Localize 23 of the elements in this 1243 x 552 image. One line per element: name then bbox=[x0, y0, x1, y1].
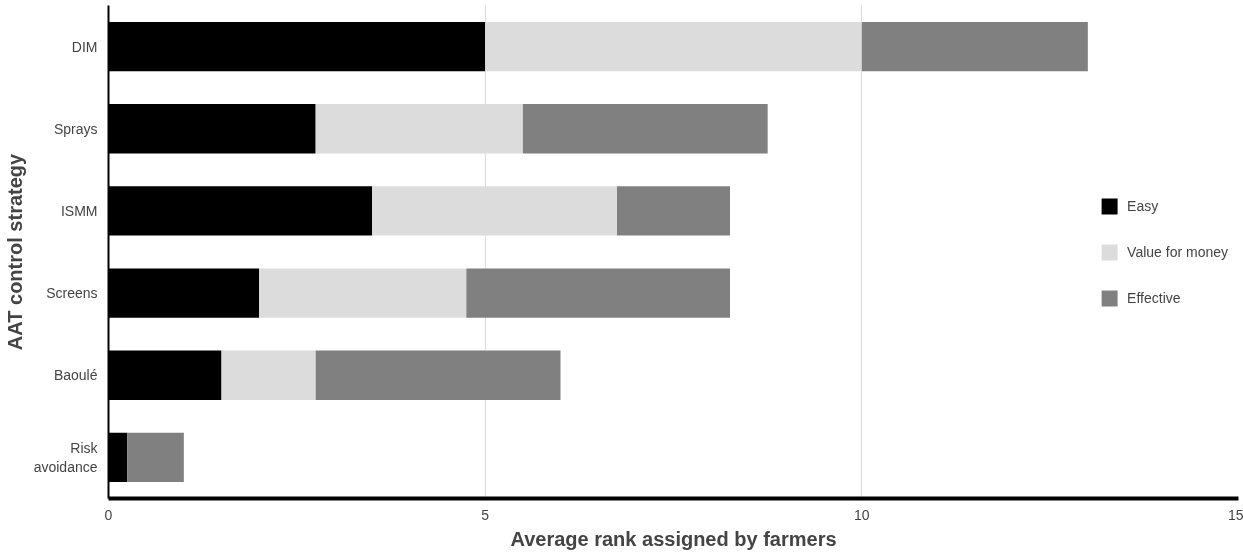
y-tick-label: Risk avoidance bbox=[33, 439, 99, 476]
bar bbox=[221, 350, 316, 400]
y-axis-title: AAT control strategy bbox=[3, 152, 26, 351]
bar bbox=[315, 350, 561, 400]
bar bbox=[127, 432, 184, 483]
legend-label: Effective bbox=[1127, 289, 1181, 306]
y-tick-label: Baoulé bbox=[53, 367, 98, 384]
x-tick-label: 5 bbox=[481, 506, 490, 523]
x-tick-label: 0 bbox=[104, 506, 113, 523]
x-tick-label: 15 bbox=[1227, 506, 1243, 523]
bar bbox=[259, 268, 467, 318]
bar bbox=[861, 21, 1088, 72]
legend-label: Value for money bbox=[1127, 243, 1228, 260]
bar bbox=[522, 104, 768, 154]
x-tick-label: 10 bbox=[854, 506, 870, 523]
bar bbox=[466, 268, 730, 318]
bar bbox=[617, 186, 730, 236]
legend-label: Easy bbox=[1127, 197, 1159, 214]
x-axis-title: Average rank assigned by farmers bbox=[510, 527, 837, 550]
y-tick-label: Screens bbox=[46, 285, 98, 302]
y-tick-label: ISMM bbox=[60, 202, 98, 219]
y-tick-label: DIM bbox=[71, 38, 98, 55]
y-tick-label: Sprays bbox=[53, 120, 98, 137]
